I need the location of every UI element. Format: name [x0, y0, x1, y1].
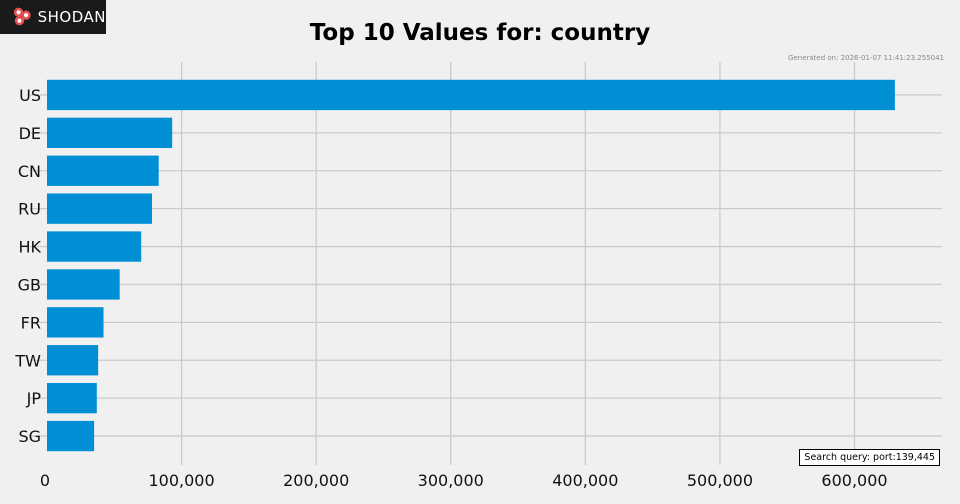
y-tick-label: HK	[18, 238, 41, 257]
bar-ru	[47, 193, 152, 224]
bar-gb	[47, 269, 120, 300]
y-tick-label: CN	[18, 162, 41, 181]
x-tick-label: 600,000	[821, 471, 887, 490]
bar-sg	[47, 420, 95, 452]
y-tick-label: JP	[26, 389, 42, 408]
shodan-logo-icon	[13, 7, 31, 26]
y-tick-label: RU	[18, 200, 41, 219]
bars	[47, 79, 895, 452]
y-tick-label: GB	[18, 275, 41, 294]
bar-fr	[47, 307, 104, 338]
bar-cn	[47, 155, 159, 186]
bar-de	[47, 117, 173, 149]
generated-timestamp: Generated on: 2026-01-07 11:41:23.255041	[788, 54, 944, 62]
y-tick-label: FR	[21, 313, 41, 332]
x-tick-label: 0	[40, 471, 50, 490]
y-tick-label: US	[19, 86, 41, 105]
y-tick-label: DE	[19, 124, 41, 143]
x-tick-labels: 0 100,000 200,000 300,000 400,000 500,000 600,…	[40, 471, 888, 490]
chart-title: Top 10 Values for: country	[309, 20, 651, 46]
bar-tw	[47, 345, 99, 376]
x-tick-label: 200,000	[283, 471, 349, 490]
shodan-logo: SHODAN	[0, 0, 106, 34]
y-tick-label: TW	[14, 351, 41, 370]
bar-jp	[47, 382, 97, 414]
logo-text: SHODAN	[37, 8, 106, 26]
x-tick-label: 400,000	[552, 471, 618, 490]
x-tick-label: 100,000	[149, 471, 215, 490]
search-query-box: Search query: port:139,445	[799, 449, 940, 466]
x-tick-label: 300,000	[418, 471, 484, 490]
y-tick-label: SG	[18, 427, 41, 446]
y-tick-labels: US DE CN RU HK GB FR TW JP SG	[14, 86, 41, 446]
x-tick-label: 500,000	[687, 471, 753, 490]
bar-hk	[47, 231, 142, 262]
bar-us	[47, 79, 895, 111]
